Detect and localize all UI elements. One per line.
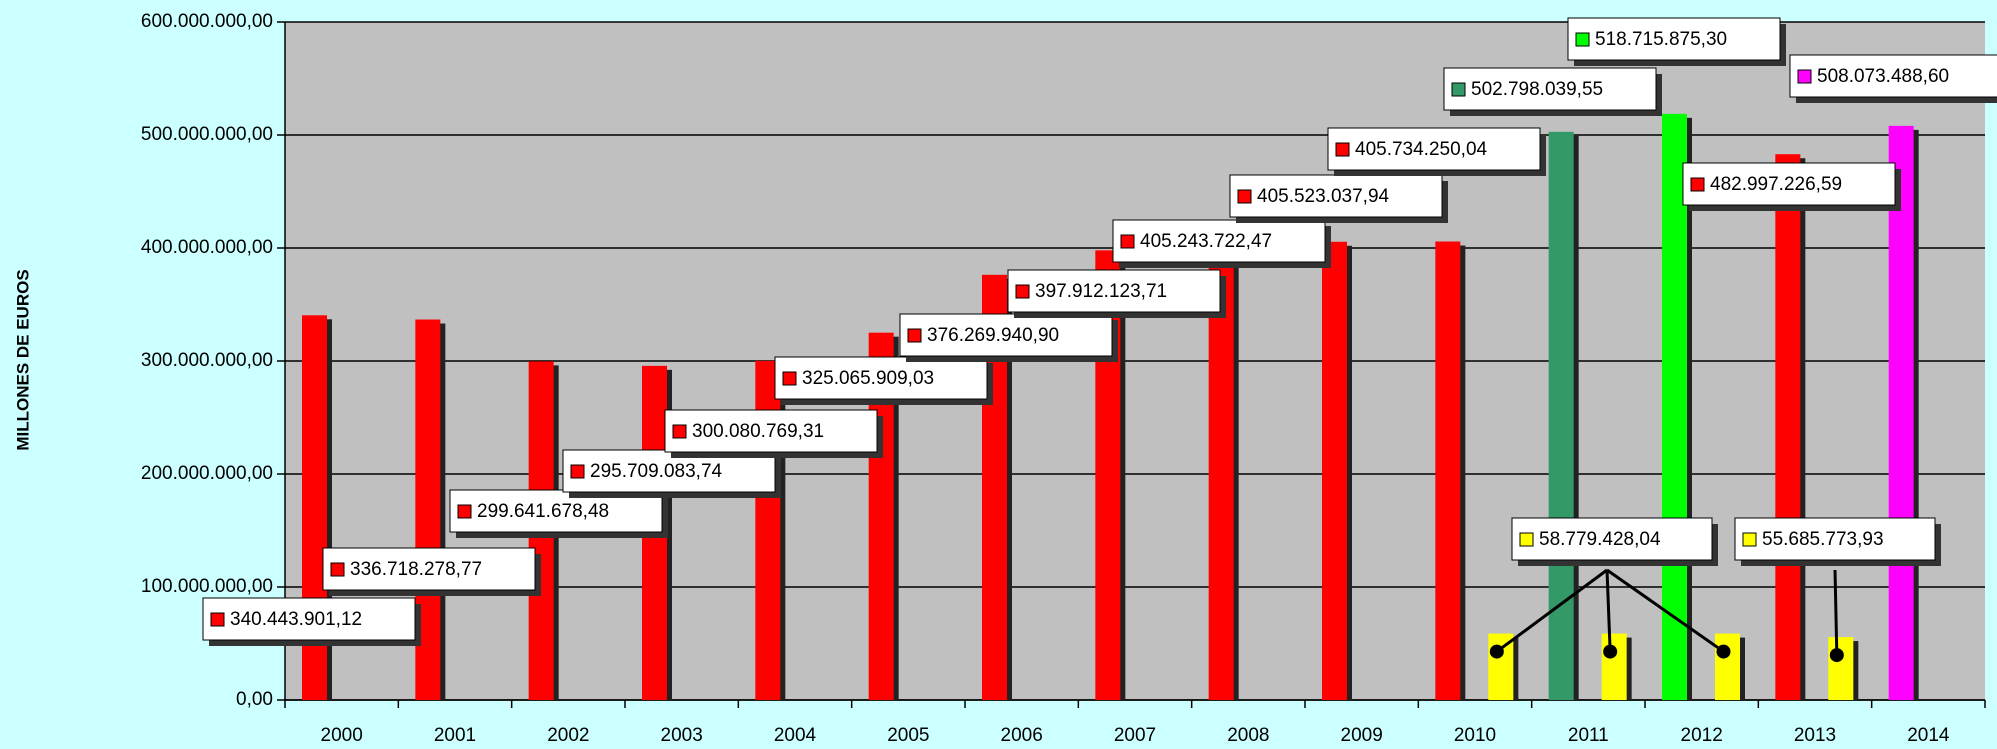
data-label: 58.779.428,04 xyxy=(1539,529,1661,550)
y-tick-label: 100.000.000,00 xyxy=(141,576,273,597)
bar xyxy=(1888,125,1914,701)
x-tick-label: 2002 xyxy=(547,725,589,746)
label-box xyxy=(1007,269,1221,313)
label-key xyxy=(1237,189,1252,204)
bar xyxy=(1322,241,1347,700)
y-tick-label: 0,00 xyxy=(236,689,273,710)
y-tick-label: 200.000.000,00 xyxy=(141,463,273,484)
data-label: 405.734.250,04 xyxy=(1355,139,1488,160)
leader-dot xyxy=(1716,644,1731,659)
data-label: 502.798.039,55 xyxy=(1471,79,1603,100)
label-box xyxy=(664,409,878,453)
data-label: 336.718.278,77 xyxy=(350,559,482,580)
x-tick-label: 2003 xyxy=(661,725,703,746)
data-label: 300.080.769,31 xyxy=(692,421,824,442)
label-key xyxy=(782,371,797,386)
bar xyxy=(1601,633,1627,700)
label-key xyxy=(1575,32,1590,47)
label-box xyxy=(1229,174,1443,218)
bar xyxy=(1775,154,1801,700)
data-label: 376.269.940,90 xyxy=(927,325,1059,346)
bar xyxy=(1488,633,1514,700)
label-key xyxy=(907,328,922,343)
x-tick-label: 2008 xyxy=(1227,725,1269,746)
leader-line xyxy=(1495,568,1608,653)
bar xyxy=(1715,633,1740,700)
bar xyxy=(1435,241,1461,700)
x-tick-label: 2005 xyxy=(887,725,929,746)
label-box xyxy=(1443,67,1657,111)
bar xyxy=(1208,242,1234,701)
leader-line xyxy=(1606,568,1725,653)
label-box xyxy=(1567,17,1781,61)
leader-line xyxy=(1605,569,1612,652)
x-tick-label: 2013 xyxy=(1794,725,1836,746)
label-key xyxy=(1519,532,1534,547)
label-key xyxy=(210,612,225,627)
label-box xyxy=(899,313,1113,357)
label-key xyxy=(1120,234,1135,249)
y-tick-label: 400.000.000,00 xyxy=(141,237,273,258)
data-label: 299.641.678,48 xyxy=(477,501,609,522)
label-key xyxy=(1451,82,1466,97)
label-key xyxy=(672,424,687,439)
label-box xyxy=(774,356,988,400)
label-key xyxy=(1690,177,1705,192)
bar xyxy=(1662,113,1687,700)
x-tick-label: 2001 xyxy=(434,725,476,746)
label-box xyxy=(322,547,536,591)
label-key xyxy=(330,562,345,577)
data-label: 508.073.488,60 xyxy=(1817,66,1949,87)
label-box xyxy=(1682,162,1896,206)
x-tick-label: 2000 xyxy=(321,725,363,746)
label-key xyxy=(1797,69,1812,84)
leader-line xyxy=(1833,569,1839,656)
label-key xyxy=(1742,532,1757,547)
bar xyxy=(1828,637,1854,700)
label-box xyxy=(1327,127,1541,171)
y-tick-label: 500.000.000,00 xyxy=(141,124,273,145)
x-tick-label: 2010 xyxy=(1454,725,1496,746)
data-label: 482.997.226,59 xyxy=(1710,174,1842,195)
data-label: 340.443.901,12 xyxy=(230,609,362,630)
bar xyxy=(1548,131,1574,701)
label-box xyxy=(1112,219,1326,263)
x-tick-label: 2007 xyxy=(1114,725,1156,746)
data-label: 397.912.123,71 xyxy=(1035,281,1167,302)
label-key xyxy=(570,464,585,479)
x-tick-label: 2012 xyxy=(1681,725,1723,746)
y-tick-label: 300.000.000,00 xyxy=(141,350,273,371)
x-tick-label: 2009 xyxy=(1341,725,1383,746)
label-key xyxy=(1335,142,1350,157)
data-label: 325.065.909,03 xyxy=(802,368,934,389)
data-label: 295.709.083,74 xyxy=(590,461,723,482)
label-box xyxy=(1511,517,1713,561)
x-tick-label: 2004 xyxy=(774,725,817,746)
leader-dot xyxy=(1829,648,1844,663)
y-axis-title: MILLONES DE EUROS xyxy=(13,269,32,450)
y-tick-label: 600.000.000,00 xyxy=(141,11,273,32)
leader-dot xyxy=(1489,644,1504,659)
label-box xyxy=(1789,54,1997,98)
x-tick-label: 2014 xyxy=(1907,725,1950,746)
label-box xyxy=(202,597,416,641)
x-tick-label: 2011 xyxy=(1568,725,1609,746)
data-label: 55.685.773,93 xyxy=(1762,529,1884,550)
data-label: 405.523.037,94 xyxy=(1257,186,1390,207)
leader-dot xyxy=(1603,644,1618,659)
data-label: 405.243.722,47 xyxy=(1140,231,1272,252)
label-key xyxy=(1015,284,1030,299)
data-label: 518.715.875,30 xyxy=(1595,29,1727,50)
x-tick-label: 2006 xyxy=(1001,725,1043,746)
label-key xyxy=(457,504,472,519)
label-box xyxy=(1734,517,1936,561)
